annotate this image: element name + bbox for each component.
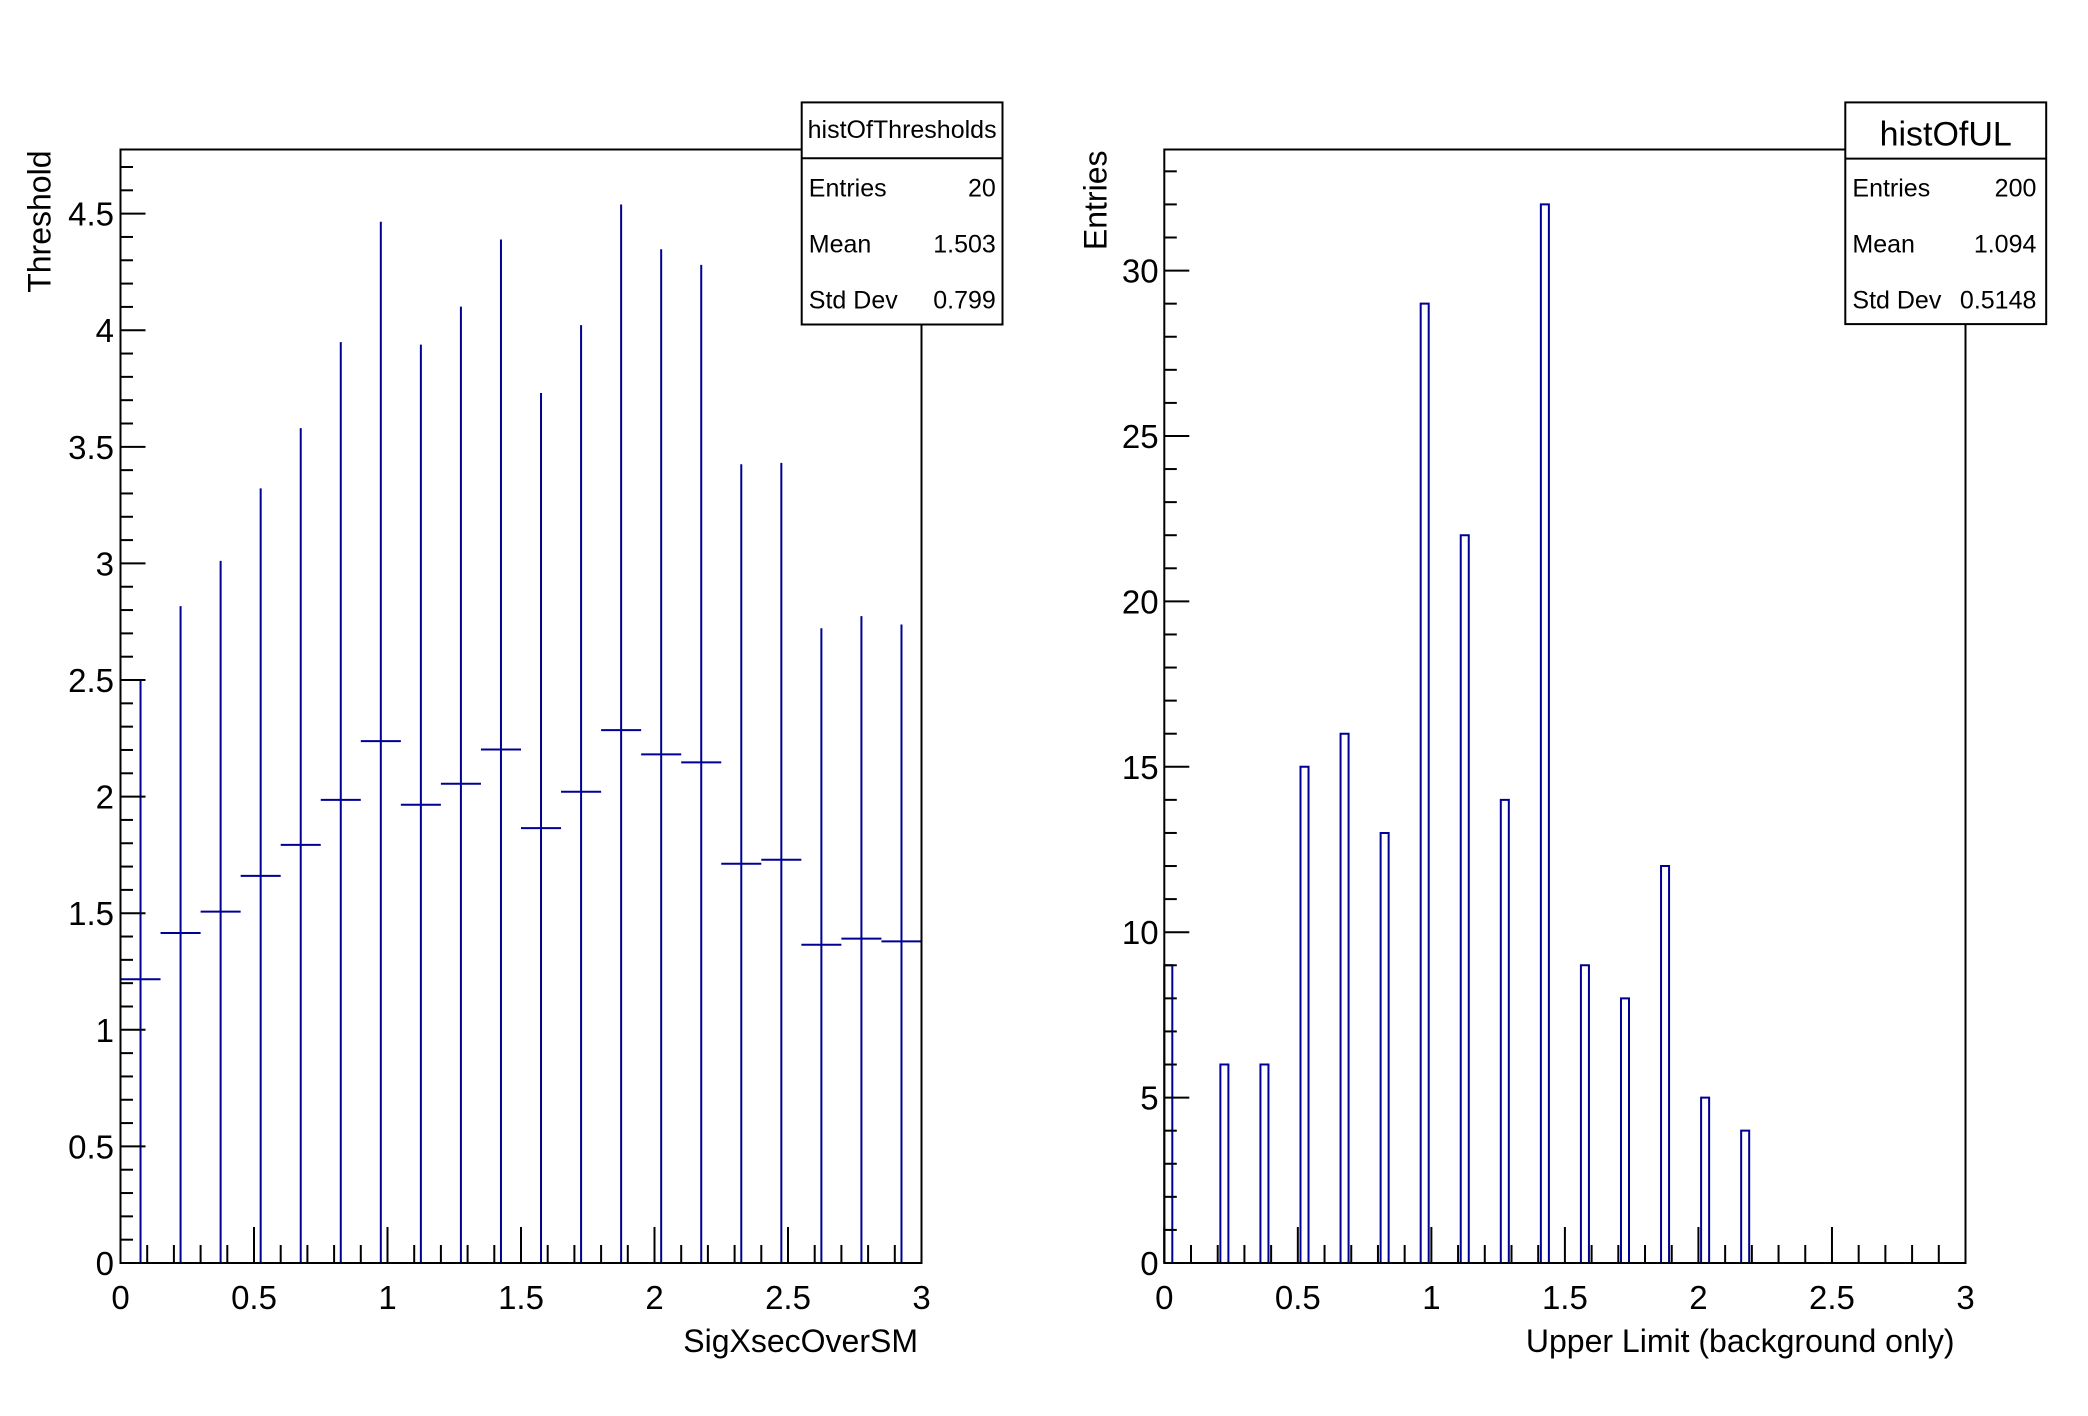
svg-text:3: 3	[96, 545, 114, 582]
svg-text:10: 10	[1122, 914, 1159, 951]
svg-text:Upper Limit (background only): Upper Limit (background only)	[1526, 1323, 1955, 1359]
svg-text:0: 0	[111, 1279, 129, 1316]
svg-text:1.5: 1.5	[1542, 1279, 1588, 1316]
svg-text:Mean: Mean	[809, 231, 872, 259]
svg-text:4: 4	[96, 312, 114, 349]
svg-text:histOfUL: histOfUL	[1880, 116, 2012, 154]
svg-text:2: 2	[96, 779, 114, 816]
svg-text:Mean: Mean	[1852, 231, 1915, 259]
svg-text:0: 0	[1155, 1279, 1173, 1316]
svg-text:1.5: 1.5	[498, 1279, 544, 1316]
svg-text:Entries: Entries	[809, 175, 887, 203]
svg-text:30: 30	[1122, 253, 1159, 290]
svg-text:Std Dev: Std Dev	[1852, 287, 1941, 315]
svg-text:200: 200	[1995, 175, 2037, 203]
svg-text:0.5: 0.5	[68, 1128, 114, 1165]
svg-text:0.5148: 0.5148	[1960, 287, 2036, 315]
svg-text:25: 25	[1122, 418, 1159, 455]
svg-text:15: 15	[1122, 749, 1159, 786]
svg-text:Entries: Entries	[1078, 151, 1114, 251]
svg-text:SigXsecOverSM: SigXsecOverSM	[683, 1323, 918, 1359]
svg-text:0.5: 0.5	[231, 1279, 277, 1316]
svg-text:Std Dev: Std Dev	[809, 287, 898, 315]
svg-text:1: 1	[96, 1012, 114, 1049]
svg-text:2.5: 2.5	[68, 662, 114, 699]
svg-text:Threshold: Threshold	[22, 151, 58, 293]
svg-text:2.5: 2.5	[1809, 1279, 1855, 1316]
svg-text:20: 20	[1122, 583, 1159, 620]
svg-text:3.5: 3.5	[68, 429, 114, 466]
svg-text:0.799: 0.799	[933, 287, 996, 315]
svg-text:Entries: Entries	[1852, 175, 1930, 203]
svg-text:2.5: 2.5	[765, 1279, 811, 1316]
svg-text:1.503: 1.503	[933, 231, 996, 259]
svg-text:0: 0	[96, 1245, 114, 1282]
svg-text:histOfThresholds: histOfThresholds	[808, 116, 997, 144]
svg-text:2: 2	[1689, 1279, 1707, 1316]
svg-text:1.5: 1.5	[68, 895, 114, 932]
svg-text:0: 0	[1140, 1245, 1158, 1282]
svg-text:2: 2	[645, 1279, 663, 1316]
svg-text:4.5: 4.5	[68, 196, 114, 233]
svg-text:1.094: 1.094	[1974, 231, 2037, 259]
svg-text:3: 3	[1956, 1279, 1974, 1316]
svg-text:1: 1	[378, 1279, 396, 1316]
svg-text:20: 20	[968, 175, 996, 203]
svg-text:5: 5	[1140, 1080, 1158, 1117]
svg-text:1: 1	[1422, 1279, 1440, 1316]
svg-text:3: 3	[912, 1279, 930, 1316]
svg-text:0.5: 0.5	[1275, 1279, 1321, 1316]
